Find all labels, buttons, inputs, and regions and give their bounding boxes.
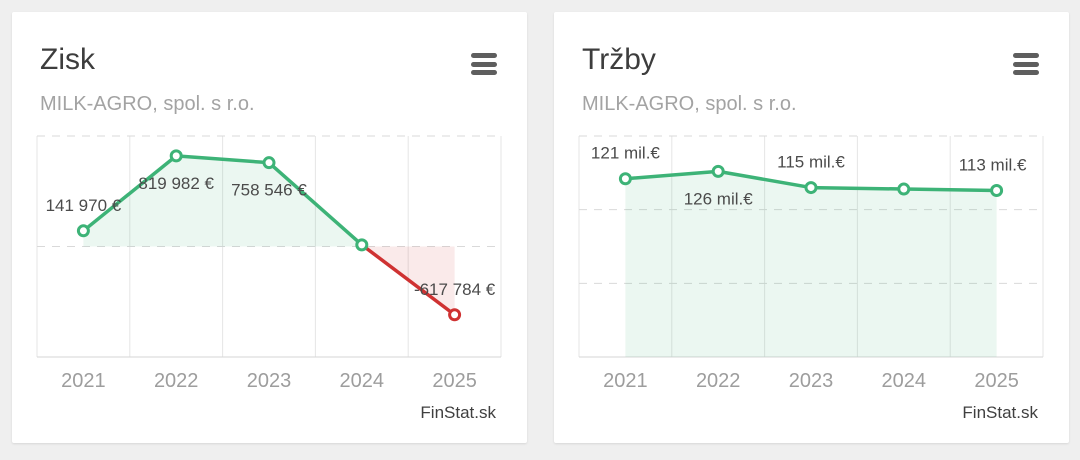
menu-bar bbox=[471, 53, 497, 58]
menu-bar bbox=[1013, 70, 1039, 75]
chart-title: Zisk bbox=[40, 43, 95, 76]
x-axis-label: 2023 bbox=[789, 370, 834, 392]
series-line-negative bbox=[362, 244, 457, 317]
menu-bar bbox=[1013, 53, 1039, 58]
hamburger-menu-icon[interactable] bbox=[471, 53, 497, 76]
profit-chart-card: Zisk MILK-AGRO, spol. s r.o. 141 970 € 81… bbox=[12, 12, 527, 443]
revenue-line-chart: 121 mil.€ 126 mil.€ 115 mil.€ 113 mil.€ 2021… bbox=[578, 135, 1044, 392]
data-point-marker[interactable] bbox=[711, 164, 725, 178]
data-point-marker[interactable] bbox=[76, 224, 90, 238]
hamburger-menu-icon[interactable] bbox=[1013, 53, 1039, 76]
x-axis-label: 2025 bbox=[974, 370, 1019, 392]
area-fill-positive bbox=[83, 155, 455, 247]
x-axis-label: 2021 bbox=[603, 370, 648, 392]
area-fill-positive bbox=[625, 171, 997, 357]
data-point-label: 141 970 € bbox=[46, 196, 122, 215]
data-point-marker[interactable] bbox=[804, 181, 818, 195]
profit-line-chart: 141 970 € 819 982 € 758 546 € -617 784 € 202… bbox=[36, 135, 502, 392]
data-point-label: 126 mil.€ bbox=[684, 189, 754, 208]
menu-bar bbox=[1013, 61, 1039, 67]
data-point-label: 113 mil.€ bbox=[959, 156, 1027, 175]
data-point-marker[interactable] bbox=[355, 238, 369, 252]
data-point-marker[interactable] bbox=[990, 184, 1004, 198]
data-point-marker[interactable] bbox=[897, 182, 911, 196]
x-axis-label: 2025 bbox=[432, 370, 477, 392]
menu-bar bbox=[471, 70, 497, 75]
data-point-label: 121 mil.€ bbox=[591, 144, 661, 163]
x-axis-label: 2021 bbox=[61, 370, 106, 392]
x-axis-label: 2023 bbox=[247, 370, 292, 392]
data-point-marker[interactable] bbox=[618, 172, 632, 186]
data-point-label: 115 mil.€ bbox=[777, 153, 845, 172]
x-axis-label: 2022 bbox=[154, 370, 199, 392]
data-point-marker[interactable] bbox=[448, 308, 462, 322]
x-axis-label: 2024 bbox=[882, 370, 927, 392]
data-point-marker[interactable] bbox=[169, 149, 183, 163]
area-fill-negative bbox=[83, 246, 455, 315]
data-point-label: 758 546 € bbox=[231, 181, 307, 200]
finstat-watermark: FinStat.sk bbox=[962, 403, 1038, 422]
data-point-label: 819 982 € bbox=[138, 174, 214, 193]
finstat-watermark: FinStat.sk bbox=[420, 403, 496, 422]
chart-subtitle: MILK-AGRO, spol. s r.o. bbox=[40, 93, 255, 115]
x-axis-label: 2022 bbox=[696, 370, 741, 392]
x-axis-label: 2024 bbox=[340, 370, 385, 392]
chart-title: Tržby bbox=[582, 43, 656, 76]
chart-subtitle: MILK-AGRO, spol. s r.o. bbox=[582, 93, 797, 115]
revenue-chart-card: Tržby MILK-AGRO, spol. s r.o. 121 mil.€ 1… bbox=[554, 12, 1069, 443]
menu-bar bbox=[471, 61, 497, 67]
data-point-marker[interactable] bbox=[262, 156, 276, 170]
data-point-label: -617 784 € bbox=[414, 280, 496, 299]
